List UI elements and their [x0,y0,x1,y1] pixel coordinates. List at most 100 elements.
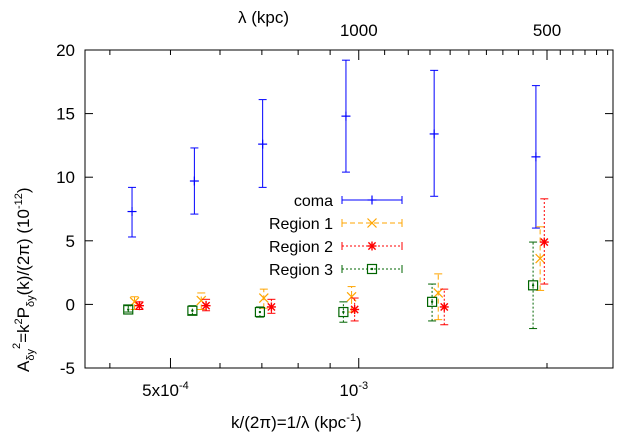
plot-frame [84,49,614,369]
point-marker [439,302,449,312]
marker-d2 [201,301,211,310]
point-marker [187,305,198,316]
point-marker [341,111,351,121]
legend-label: Region 1 [269,216,333,233]
data-point [439,288,449,326]
data-point [266,298,276,314]
x2-axis-label: λ (kpc) [238,8,289,27]
data-point [341,59,351,173]
marker-dot [370,267,374,271]
x2-tick-label: 1000 [340,21,378,40]
marker-square [123,304,134,315]
point-marker [350,304,360,314]
legend-marker [367,218,377,228]
data-point [187,305,198,316]
marker-d2 [350,305,359,314]
point-marker [531,152,541,162]
legend-marker [367,241,377,251]
point-marker [254,306,266,318]
marker-dot [258,310,262,314]
y-axis-label-sup2: 2 [11,343,23,349]
legend: coma Region 1 Region 2 Region 3 [269,193,403,279]
tick-layer: -5 0 5 10 15 20 5x10-4 10-3 1000 500 [56,21,613,400]
x-tick-label-sup: -4 [179,380,189,392]
marker-d2 [135,301,144,310]
data-point [258,99,268,188]
y-tick-label: -5 [60,359,75,378]
marker-square [254,306,266,318]
point-marker [266,302,276,312]
y-tick-label: 20 [56,41,75,60]
data-point [338,301,349,323]
x-axis-label-close: ) [356,413,362,432]
marker-dot [191,309,194,312]
y-tick-label: 5 [66,232,75,251]
data-point [426,283,438,322]
marker-dot [430,300,434,304]
point-marker [189,176,199,186]
y-axis-label-sub1: δy [25,349,37,361]
legend-marker [367,195,377,205]
marker-d2 [540,237,549,247]
marker-square [338,306,349,318]
marker-square [527,280,539,291]
x-axis-label-sup: -1 [346,412,356,424]
data-point [127,186,137,238]
y-axis-label-main: A [14,360,33,372]
y-axis-label-sub4: δy [25,295,37,307]
marker-square [187,305,198,316]
y-axis-label-tail: (k)/(2π) (10 [14,209,33,295]
marker-d2 [367,218,377,228]
point-marker [123,304,134,315]
data-point [433,273,444,321]
point-marker [338,306,349,318]
data-point [527,241,539,330]
series-coma [127,59,541,238]
y-axis-label-sup5: -12 [13,193,25,209]
point-marker [258,293,269,303]
y-axis-label-p: P [14,307,33,318]
data-point [123,304,134,315]
point-marker [527,280,539,291]
y-tick-label: 15 [56,105,75,124]
data-point [189,147,199,215]
y-tick-label: 10 [56,168,75,187]
data-point [258,288,269,309]
x-tick-label: 10-3 [339,380,368,400]
marker-square [426,296,438,307]
marker-d2 [267,302,276,312]
x2-tick-label: 500 [533,21,561,40]
x-tick-label-sup: -3 [358,380,368,392]
marker-d2 [258,293,269,303]
x-tick-label: 5x10-4 [142,380,189,400]
marker-dot [127,308,130,311]
data-point [201,298,211,312]
point-marker [433,288,444,298]
data-point [429,69,439,197]
y-tick-label: 0 [66,295,75,314]
marker-d2 [367,241,377,251]
legend-label: coma [294,193,333,210]
legend-label: Region 2 [269,239,333,256]
data-point [129,296,140,310]
marker-d2 [535,253,546,264]
data-layer [123,59,549,330]
point-marker [539,237,549,247]
x-axis-label: k/(2π)=1/λ (kpc-1) [231,412,362,432]
y-axis-label-mid: =k [14,324,33,343]
marker-square [366,263,378,275]
y-axis-label-sup3: 2 [13,318,25,324]
x-tick-label-main: 5x10 [142,381,179,400]
data-point [531,85,541,229]
data-point [350,297,360,322]
point-marker [127,207,137,217]
data-point [196,292,207,310]
series-region-3 [123,241,539,330]
y-axis-label-close: ) [14,187,33,193]
chart-frame-layer [84,49,614,369]
marker-dot [342,310,345,314]
marker-dot [531,284,535,287]
marker-d2 [433,288,444,298]
legend-marker [366,263,378,275]
